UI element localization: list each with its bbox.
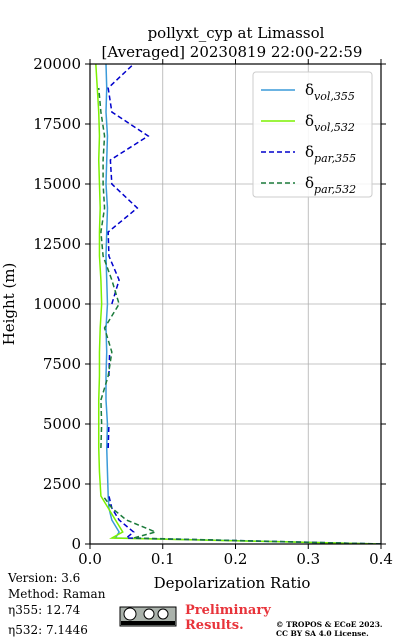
- legend-name: δ: [305, 81, 314, 99]
- profile-line: [95, 64, 381, 544]
- legend-name: δ: [305, 143, 314, 161]
- x-tick-label: 0.4: [369, 550, 393, 568]
- preliminary: Results.: [185, 618, 244, 633]
- legend-label: δpar,355: [305, 143, 356, 165]
- version: Version: 3.6: [7, 571, 80, 585]
- x-tick-label: 0.2: [224, 550, 248, 568]
- legend-name: δ: [305, 174, 314, 192]
- copyright: © TROPOS & ECoE 2023.: [276, 620, 383, 629]
- x-tick-label: 0.0: [78, 550, 102, 568]
- profile-line: [107, 64, 381, 544]
- legend-subscript: par,355: [314, 152, 356, 165]
- preliminary: Preliminary: [185, 603, 271, 618]
- y-tick-label: 17500: [33, 115, 81, 133]
- legend-box: [252, 71, 373, 198]
- y-tick-label: 15000: [33, 175, 81, 193]
- x-tick-label: 0.3: [296, 550, 320, 568]
- eta532: η532: 7.1446: [8, 623, 88, 637]
- legend-label: δvol,532: [305, 112, 355, 134]
- method: Method: Raman: [8, 587, 106, 601]
- profile-line: [97, 87, 381, 544]
- plot-area: [95, 64, 381, 544]
- legend-label: δpar,532: [305, 174, 356, 196]
- plot-frame: [89, 63, 382, 545]
- legend-label: δvol,355: [305, 81, 355, 103]
- y-tick-label: 5000: [43, 415, 81, 433]
- legend-subscript: par,532: [314, 183, 356, 196]
- chart-title: pollyxt_cyp at Limassol: [148, 24, 325, 42]
- y-tick-label: 0: [71, 535, 81, 553]
- y-tick-label: 20000: [33, 55, 81, 73]
- x-tick-label: 0.1: [151, 550, 175, 568]
- legend-name: δ: [305, 112, 314, 130]
- x-axis-label: Depolarization Ratio: [154, 574, 311, 592]
- eta355: η355: 12.74: [8, 603, 81, 617]
- y-tick-label: 2500: [43, 475, 81, 493]
- chart-subtitle: [Averaged] 20230819 22:00-22:59: [102, 43, 363, 61]
- y-tick-label: 7500: [43, 355, 81, 373]
- y-tick-label: 12500: [33, 235, 81, 253]
- cc-logo: [119, 606, 177, 627]
- copyright: CC BY SA 4.0 License.: [276, 629, 369, 638]
- legend-subscript: vol,532: [314, 121, 355, 134]
- legend-subscript: vol,355: [314, 90, 355, 103]
- y-axis-label: Height (m): [0, 263, 18, 346]
- y-tick-label: 10000: [33, 295, 81, 313]
